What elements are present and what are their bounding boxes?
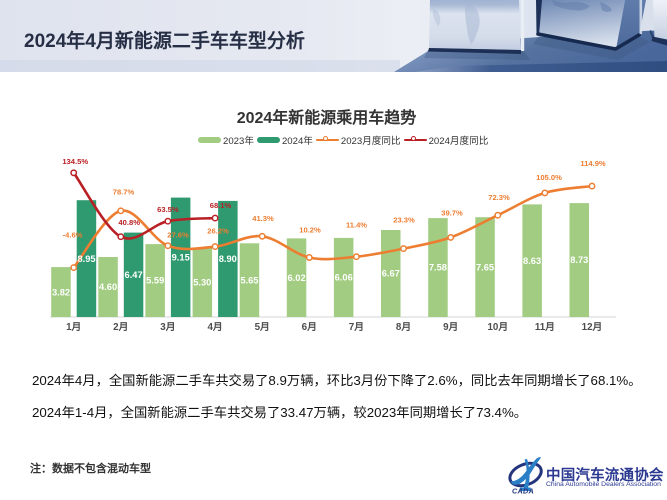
svg-text:6.47: 6.47 xyxy=(125,270,143,280)
svg-text:134.5%: 134.5% xyxy=(62,157,88,166)
svg-text:72.3%: 72.3% xyxy=(488,193,510,202)
svg-text:11.4%: 11.4% xyxy=(346,221,367,230)
svg-text:5.30: 5.30 xyxy=(193,278,211,288)
svg-text:6.67: 6.67 xyxy=(382,269,400,279)
svg-text:3.82: 3.82 xyxy=(52,287,70,297)
svg-text:8月: 8月 xyxy=(396,321,411,333)
svg-text:78.7%: 78.7% xyxy=(113,188,135,197)
svg-text:6.02: 6.02 xyxy=(288,273,306,283)
svg-text:41.3%: 41.3% xyxy=(252,214,274,223)
svg-text:9月: 9月 xyxy=(443,321,458,333)
svg-text:2月: 2月 xyxy=(113,321,128,333)
svg-text:7.58: 7.58 xyxy=(429,263,447,273)
svg-text:4月: 4月 xyxy=(207,321,222,333)
svg-text:63.5%: 63.5% xyxy=(157,205,179,214)
svg-text:40.8%: 40.8% xyxy=(118,218,140,227)
svg-text:8.63: 8.63 xyxy=(523,256,541,266)
svg-text:1月: 1月 xyxy=(66,321,81,333)
svg-text:11月: 11月 xyxy=(535,321,555,333)
svg-text:27.6%: 27.6% xyxy=(167,231,189,240)
svg-text:4.60: 4.60 xyxy=(99,282,117,292)
svg-text:10月: 10月 xyxy=(487,321,508,333)
svg-text:114.9%: 114.9% xyxy=(580,159,606,168)
svg-text:7.65: 7.65 xyxy=(476,262,494,272)
svg-text:26.2%: 26.2% xyxy=(207,227,229,236)
svg-text:6月: 6月 xyxy=(302,321,317,333)
svg-text:12月: 12月 xyxy=(582,321,603,333)
svg-text:68.1%: 68.1% xyxy=(210,201,232,210)
svg-text:-4.6%: -4.6% xyxy=(63,231,83,240)
svg-text:8.90: 8.90 xyxy=(219,254,237,264)
svg-text:5.65: 5.65 xyxy=(240,275,258,285)
svg-text:5月: 5月 xyxy=(255,321,270,333)
svg-text:CADA: CADA xyxy=(512,487,534,496)
svg-text:23.3%: 23.3% xyxy=(393,215,415,224)
svg-text:39.7%: 39.7% xyxy=(441,208,463,217)
svg-text:105.0%: 105.0% xyxy=(536,173,562,182)
svg-text:8.95: 8.95 xyxy=(77,254,95,264)
svg-text:5.59: 5.59 xyxy=(146,276,164,286)
svg-text:3月: 3月 xyxy=(160,321,175,333)
svg-text:10.2%: 10.2% xyxy=(299,226,321,235)
svg-text:6.06: 6.06 xyxy=(335,273,353,283)
svg-text:8.73: 8.73 xyxy=(570,255,588,265)
svg-text:9.15: 9.15 xyxy=(172,253,190,263)
svg-text:7月: 7月 xyxy=(349,321,364,333)
